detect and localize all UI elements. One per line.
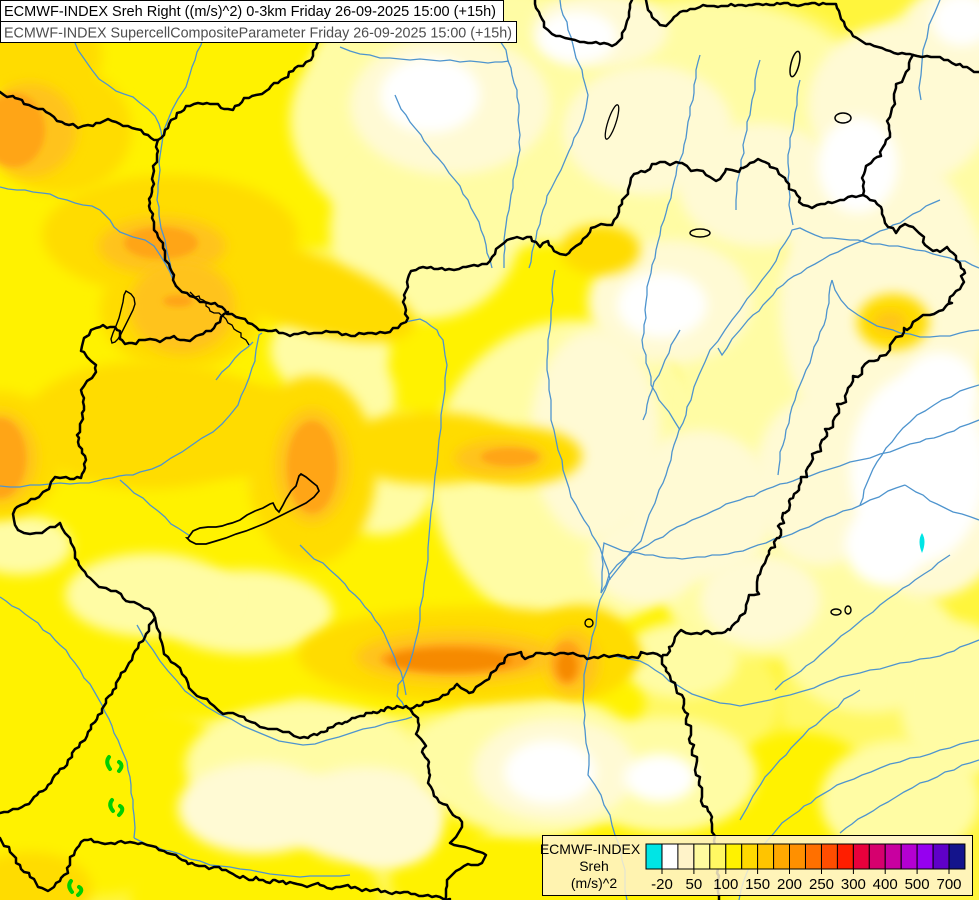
svg-text:300: 300 xyxy=(841,876,866,893)
svg-text:250: 250 xyxy=(809,876,834,893)
svg-text:(m/s)^2: (m/s)^2 xyxy=(571,875,617,891)
svg-text:400: 400 xyxy=(873,876,898,893)
svg-text:500: 500 xyxy=(905,876,930,893)
svg-text:ECMWF-INDEX: ECMWF-INDEX xyxy=(540,841,641,857)
svg-text:ECMWF-INDEX SupercellComposite: ECMWF-INDEX SupercellCompositeParameter … xyxy=(4,25,512,42)
svg-text:150: 150 xyxy=(745,876,770,893)
svg-text:-20: -20 xyxy=(651,876,673,893)
svg-text:200: 200 xyxy=(777,876,802,893)
svg-text:50: 50 xyxy=(686,876,703,893)
svg-text:ECMWF-INDEX Sreh Right ((m/s)^: ECMWF-INDEX Sreh Right ((m/s)^2) 0-3km F… xyxy=(4,3,496,20)
svg-text:Sreh: Sreh xyxy=(579,858,609,874)
svg-text:700: 700 xyxy=(936,876,961,893)
svg-text:100: 100 xyxy=(713,876,738,893)
